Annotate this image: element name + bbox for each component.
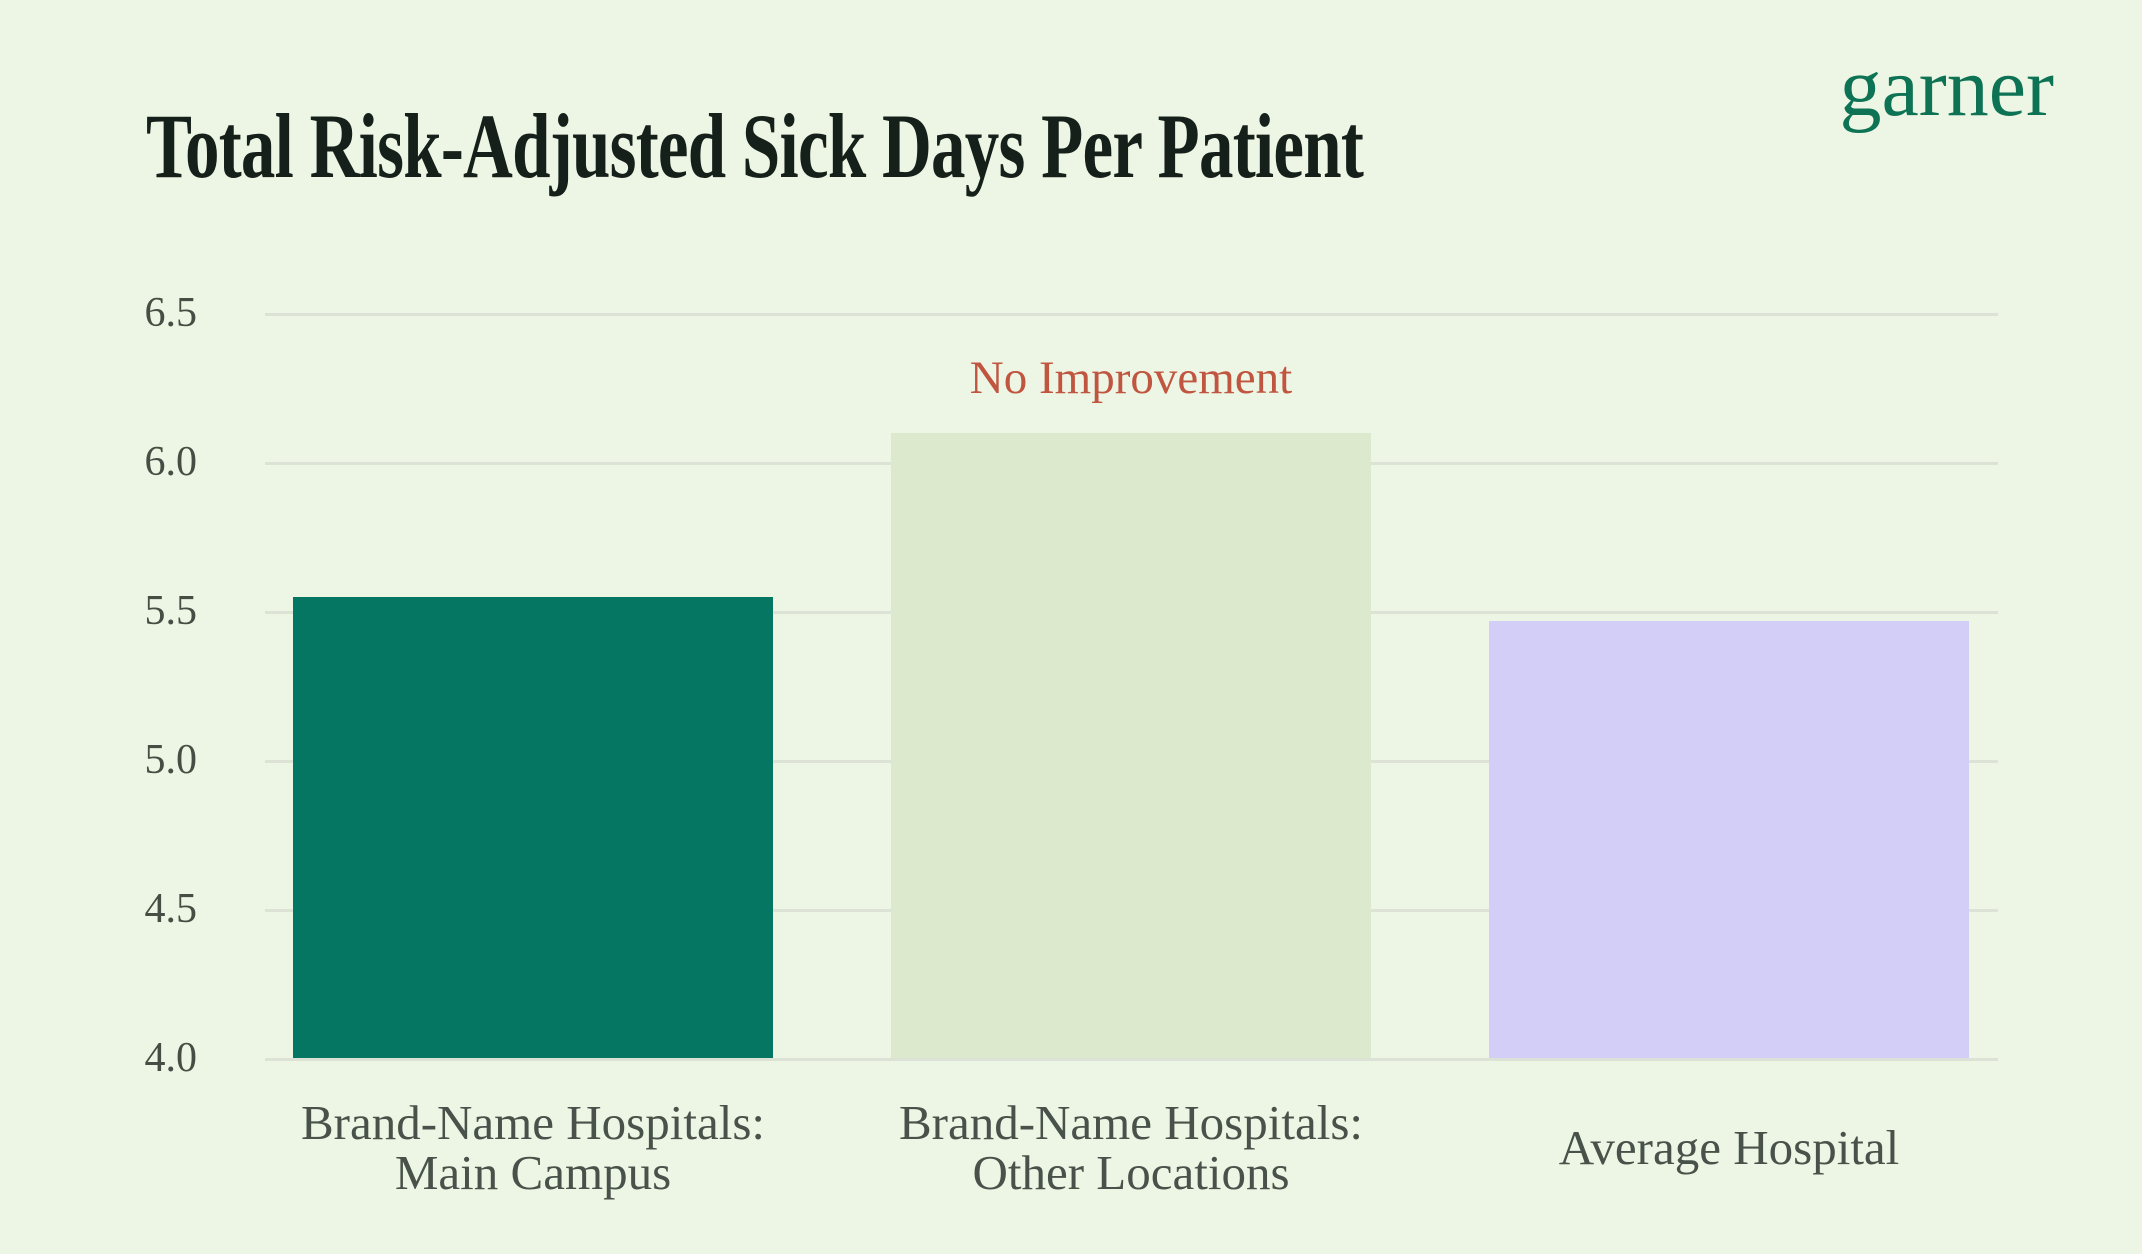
bar-1	[891, 433, 1371, 1060]
y-tick-label: 4.5	[144, 886, 198, 932]
chart-title: Total Risk-Adjusted Sick Days Per Patien…	[146, 95, 1364, 197]
bar-0	[293, 597, 773, 1060]
annotation-no-improvement: No Improvement	[969, 352, 1293, 405]
gridline	[265, 313, 1998, 316]
x-axis-label: Average Hospital	[1558, 1120, 1900, 1175]
bar-2	[1489, 620, 1969, 1060]
x-axis-label: Brand-Name Hospitals: Other Locations	[898, 1095, 1364, 1200]
y-tick-label: 5.5	[144, 588, 198, 634]
y-tick-label: 6.5	[144, 290, 198, 336]
y-tick-label: 4.0	[144, 1035, 198, 1081]
plot-area	[265, 313, 1998, 1061]
y-tick-label: 5.0	[144, 737, 198, 783]
x-axis-label: Brand-Name Hospitals: Main Campus	[300, 1095, 766, 1200]
y-tick-label: 6.0	[144, 439, 198, 485]
garner-logo: garner	[1839, 41, 2054, 134]
gridline	[265, 1058, 1998, 1061]
